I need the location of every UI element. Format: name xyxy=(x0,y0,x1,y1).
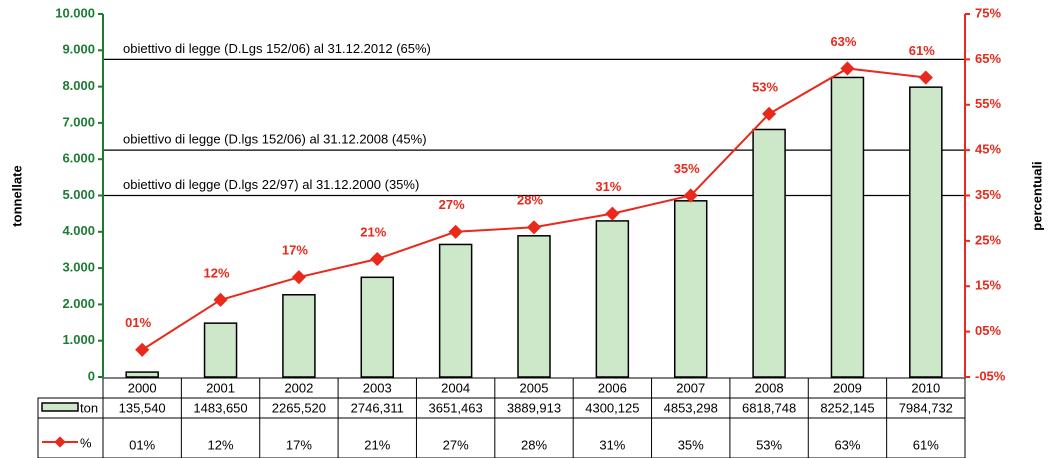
bar xyxy=(752,128,786,378)
table-value: 1483,650 xyxy=(193,400,247,415)
y-tick-label: 2.000 xyxy=(62,296,95,311)
table-value: 4853,298 xyxy=(664,400,718,415)
data-label: 35% xyxy=(674,161,700,176)
table-value: 31% xyxy=(599,437,625,452)
bar xyxy=(909,86,943,378)
marker xyxy=(605,206,620,221)
data-label: 28% xyxy=(517,193,543,208)
x-tick-label: 2007 xyxy=(676,380,705,395)
data-label: 12% xyxy=(204,265,230,280)
bar xyxy=(360,276,395,378)
x-tick-label: 2009 xyxy=(833,380,862,395)
table-value: 3889,913 xyxy=(507,400,561,415)
legend-label: ton xyxy=(80,400,98,415)
y-tick-label: 1.000 xyxy=(62,332,95,347)
y2-tick-label: 55% xyxy=(975,96,1001,111)
x-tick-label: 2006 xyxy=(598,380,627,395)
y-tick-label: 6.000 xyxy=(62,151,95,166)
marker xyxy=(370,251,385,267)
y2-tick-label: 05% xyxy=(975,323,1001,338)
y2-tick-label: -05% xyxy=(975,368,1006,383)
bar xyxy=(125,371,159,378)
bar xyxy=(517,235,551,378)
y2-tick-label: 35% xyxy=(975,187,1001,202)
table-value: 6818,748 xyxy=(742,400,796,415)
reference-label: obiettivo di legge (D.lgs 22/97) al 31.1… xyxy=(123,177,419,192)
y-tick-label: 0 xyxy=(88,368,95,383)
data-label: 27% xyxy=(439,197,465,212)
table-value: 12% xyxy=(208,437,234,452)
y2-axis-label: percentuali xyxy=(1029,161,1044,230)
y-axis-label: tonnellate xyxy=(9,165,24,226)
x-tick-label: 2008 xyxy=(755,380,784,395)
table-value: 7984,732 xyxy=(899,400,953,415)
data-label: 63% xyxy=(830,34,856,49)
y-tick-label: 10.000 xyxy=(55,5,95,20)
x-tick-label: 2005 xyxy=(520,380,549,395)
data-label: 53% xyxy=(752,79,778,94)
marker xyxy=(291,270,306,285)
y2-tick-label: 45% xyxy=(975,142,1001,157)
table-value: 3651,463 xyxy=(429,400,483,415)
table-value: 35% xyxy=(678,437,704,452)
marker xyxy=(683,188,698,203)
table-value: 21% xyxy=(364,437,390,452)
table-value: 63% xyxy=(834,437,860,452)
bar xyxy=(438,243,473,378)
x-tick-label: 2010 xyxy=(911,380,940,395)
bar xyxy=(830,76,865,378)
table-value: 61% xyxy=(913,437,939,452)
x-tick-label: 2002 xyxy=(284,380,313,395)
x-tick-label: 2004 xyxy=(441,380,470,395)
table-value: 4300,125 xyxy=(585,400,639,415)
bar xyxy=(282,294,316,378)
bar xyxy=(595,220,630,378)
legend-marker xyxy=(54,436,66,448)
table-value: 2265,520 xyxy=(272,400,326,415)
table-value: 8252,145 xyxy=(820,400,874,415)
table-value: 01% xyxy=(129,437,155,452)
data-label: 17% xyxy=(282,243,308,258)
marker xyxy=(213,292,228,307)
y-tick-label: 9.000 xyxy=(62,42,95,57)
x-tick-label: 2003 xyxy=(363,380,392,395)
y2-tick-label: 75% xyxy=(975,5,1001,20)
marker xyxy=(526,220,542,235)
table-value: 53% xyxy=(756,437,782,452)
y2-tick-label: 15% xyxy=(975,278,1001,293)
marker xyxy=(135,342,150,357)
bar xyxy=(673,200,708,378)
table-value: 27% xyxy=(443,437,469,452)
legend-label: % xyxy=(80,435,92,450)
y2-tick-label: 25% xyxy=(975,232,1001,247)
y-tick-label: 7.000 xyxy=(62,114,95,129)
table-value: 2746,311 xyxy=(351,400,404,415)
y-tick-label: 4.000 xyxy=(62,223,95,238)
marker xyxy=(918,70,933,85)
y-tick-label: 5.000 xyxy=(62,187,95,202)
data-label: 21% xyxy=(360,224,386,239)
marker xyxy=(762,106,777,121)
marker xyxy=(448,224,463,239)
x-tick-label: 2001 xyxy=(206,380,235,395)
table-value: 135,540 xyxy=(119,400,166,415)
legend-swatch xyxy=(41,402,79,412)
reference-label: obiettivo di legge (D.Lgs 152/06) al 31.… xyxy=(123,41,431,56)
data-label: 01% xyxy=(125,315,151,330)
data-label: 61% xyxy=(909,43,935,58)
reference-label: obiettivo di legge (D.lgs 152/06) al 31.… xyxy=(123,132,427,147)
y2-tick-label: 65% xyxy=(975,51,1001,66)
x-tick-label: 2000 xyxy=(128,380,157,395)
y-tick-label: 3.000 xyxy=(62,260,95,275)
bar xyxy=(203,322,238,378)
data-label: 31% xyxy=(595,179,621,194)
table-value: 17% xyxy=(286,437,312,452)
marker xyxy=(840,61,855,76)
table-value: 28% xyxy=(521,437,547,452)
y-tick-label: 8.000 xyxy=(62,78,95,93)
